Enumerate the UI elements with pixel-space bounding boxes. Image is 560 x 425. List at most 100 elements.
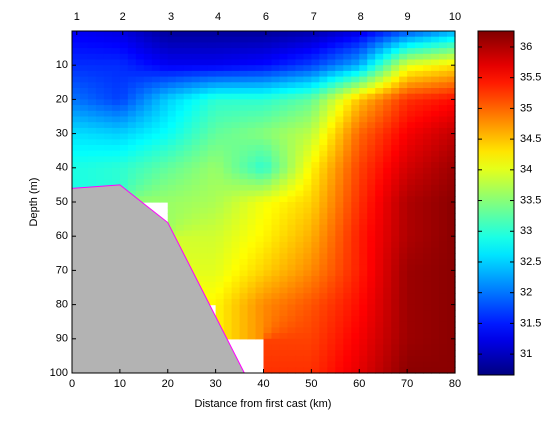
contour-cell [367,145,376,152]
contour-cell [375,53,384,61]
contour-cell [143,110,153,118]
contour-cell [239,65,249,72]
contour-cell [263,270,273,277]
contour-cell [95,48,105,55]
contour-cell [95,167,105,175]
contour-cell [303,338,312,346]
contour-cell [375,338,384,346]
contour-cell [103,31,113,38]
contour-cell [287,276,297,283]
contour-cell [72,156,81,163]
contour-cell [375,167,384,175]
contour-cell [215,145,225,152]
contour-cell [135,70,145,78]
contour-cell [399,99,408,106]
contour-cell [287,361,297,368]
contour-cell [191,162,201,169]
contour-cell [399,59,408,66]
contour-cell [287,321,297,328]
contour-cell [263,156,273,163]
contour-cell [79,179,89,186]
contour-cell [239,236,249,243]
contour-cell [359,53,368,61]
contour-cell [327,230,336,237]
contour-cell [207,145,217,152]
contour-cell [311,162,320,169]
contour-cell [335,184,344,192]
contour-cell [327,281,336,289]
contour-cell [183,219,193,226]
contour-cell [215,59,225,66]
contour-cell [271,344,281,351]
contour-cell [351,310,360,317]
contour-cell [215,219,225,226]
contour-cell [279,179,289,186]
contour-cell [415,150,424,157]
contour-cell [399,184,408,192]
contour-cell [151,122,161,129]
contour-cell [447,350,456,357]
contour-cell [391,276,400,283]
contour-cell [175,127,185,135]
contour-cell [447,367,456,374]
contour-cell [247,264,257,271]
contour-cell [447,82,456,89]
contour-cell [263,53,273,61]
contour-cell [303,230,312,237]
contour-cell [271,298,281,306]
contour-cell [415,355,424,363]
contour-cell [343,42,352,49]
contour-cell [431,333,440,340]
contour-cell [335,53,344,61]
contour-cell [431,42,440,49]
contour-cell [183,65,193,72]
contour-cell [399,264,408,271]
contour-cell [391,270,400,277]
contour-cell [255,190,265,197]
contour-cell [383,99,392,106]
contour-cell [79,127,89,135]
contour-cell [279,253,289,260]
contour-cell [247,247,257,254]
contour-cell [79,122,89,129]
contour-cell [407,253,416,260]
contour-cell [159,133,169,140]
contour-cell [271,310,281,317]
contour-cell [215,42,225,49]
contour-cell [375,190,384,197]
contour-cell [399,344,408,351]
contour-cell [319,65,328,72]
contour-cell [423,247,432,254]
contour-cell [351,344,360,351]
contour-cell [87,76,97,83]
contour-cell [72,53,81,61]
contour-cell [263,298,273,306]
contour-cell [391,99,400,106]
contour-cell [319,298,328,306]
contour-cell [367,276,376,283]
contour-cell [151,65,161,72]
contour-cell [415,321,424,328]
contour-cell [207,59,217,66]
contour-cell [95,36,105,43]
contour-cell [271,253,281,260]
contour-cell [439,321,448,328]
contour-cell [72,105,81,112]
contour-cell [327,122,336,129]
contour-cell [263,162,273,169]
contour-cell [215,196,225,203]
contour-cell [135,156,145,163]
contour-cell [95,127,105,135]
contour-cell [375,224,384,232]
contour-cell [199,196,209,203]
contour-cell [335,367,344,374]
contour-cell [447,53,456,61]
contour-cell [359,316,368,323]
contour-cell [359,59,368,66]
contour-cell [383,327,392,334]
contour-cell [431,59,440,66]
contour-cell [295,42,304,49]
contour-cell [311,48,320,55]
contour-cell [431,304,440,311]
contour-cell [359,241,368,249]
